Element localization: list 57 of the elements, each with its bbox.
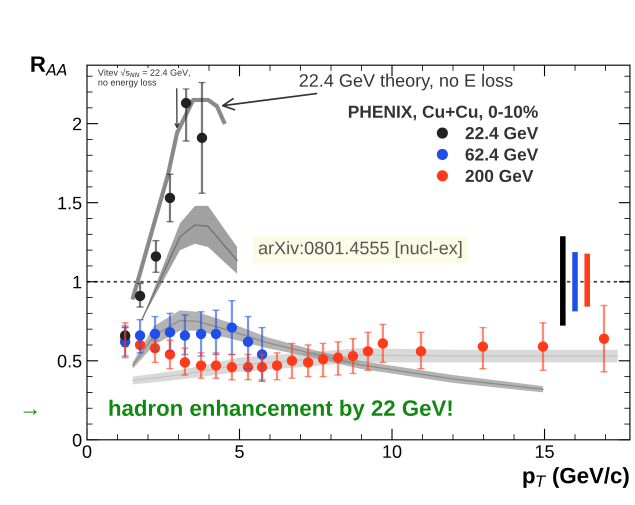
point: [378, 338, 388, 349]
point: [150, 342, 160, 354]
y-tick-label: 1: [73, 276, 82, 288]
point: [286, 356, 298, 366]
x-tick-label: 5: [235, 445, 244, 458]
point: [242, 362, 254, 372]
line-series: [130, 98, 226, 300]
point: [134, 330, 146, 341]
annotation: hadron enhancement by 22 GeV!: [110, 400, 452, 420]
point: [180, 330, 190, 341]
point: [598, 333, 610, 344]
point: [318, 354, 328, 364]
x-tick-label: 10: [383, 445, 402, 458]
annotation: 22.4 GeV theory, no E loss: [300, 74, 513, 90]
point: [210, 360, 222, 371]
point: [348, 350, 358, 362]
point: [226, 362, 238, 372]
point: [538, 341, 548, 352]
point: [150, 251, 162, 262]
x-tick-label: 15: [536, 445, 554, 458]
point: [180, 98, 192, 108]
point: [150, 328, 160, 340]
point: [478, 341, 488, 352]
point: [416, 346, 426, 357]
y-axis-title: R$_{AA}$: [31, 56, 66, 76]
point: [164, 327, 176, 338]
point: [362, 346, 374, 357]
y-tick-label: 1.5: [58, 196, 82, 210]
point: [272, 360, 282, 371]
annotation: arXiv:0801.4555 [nucl-ex]: [258, 241, 462, 258]
point: [164, 192, 176, 204]
y-tick-label: 2: [73, 118, 82, 130]
x-axis-title: p$_{T}$ (GeV/c): [523, 467, 629, 488]
line-series: [141, 224, 238, 320]
point: [180, 357, 190, 368]
x-tick-label: 0: [82, 445, 92, 458]
legend-label: 62.4 GeV: [466, 148, 538, 161]
point: [210, 328, 222, 340]
point: [256, 349, 268, 360]
point: [332, 352, 344, 363]
point: [256, 362, 268, 372]
point: [196, 360, 206, 371]
point: [134, 340, 146, 350]
point: [302, 357, 314, 368]
point: [134, 290, 146, 302]
y-tick-label: 0: [72, 434, 82, 447]
annotation: Vitev √s$_{NN}$ = 22.4 GeV, no energy loss: [98, 68, 190, 88]
text: →: [24, 410, 37, 415]
point: [164, 349, 176, 360]
legend-title: PHENIX, Cu+Cu, 0-10%: [348, 106, 538, 120]
y-tick-label: 0.5: [58, 354, 82, 368]
point: [196, 328, 206, 340]
point: [196, 132, 208, 144]
point: [226, 322, 238, 333]
point: [242, 336, 254, 348]
legend-label: 22.4 GeV: [466, 126, 538, 140]
legend-label: 200 GeV: [466, 170, 534, 182]
